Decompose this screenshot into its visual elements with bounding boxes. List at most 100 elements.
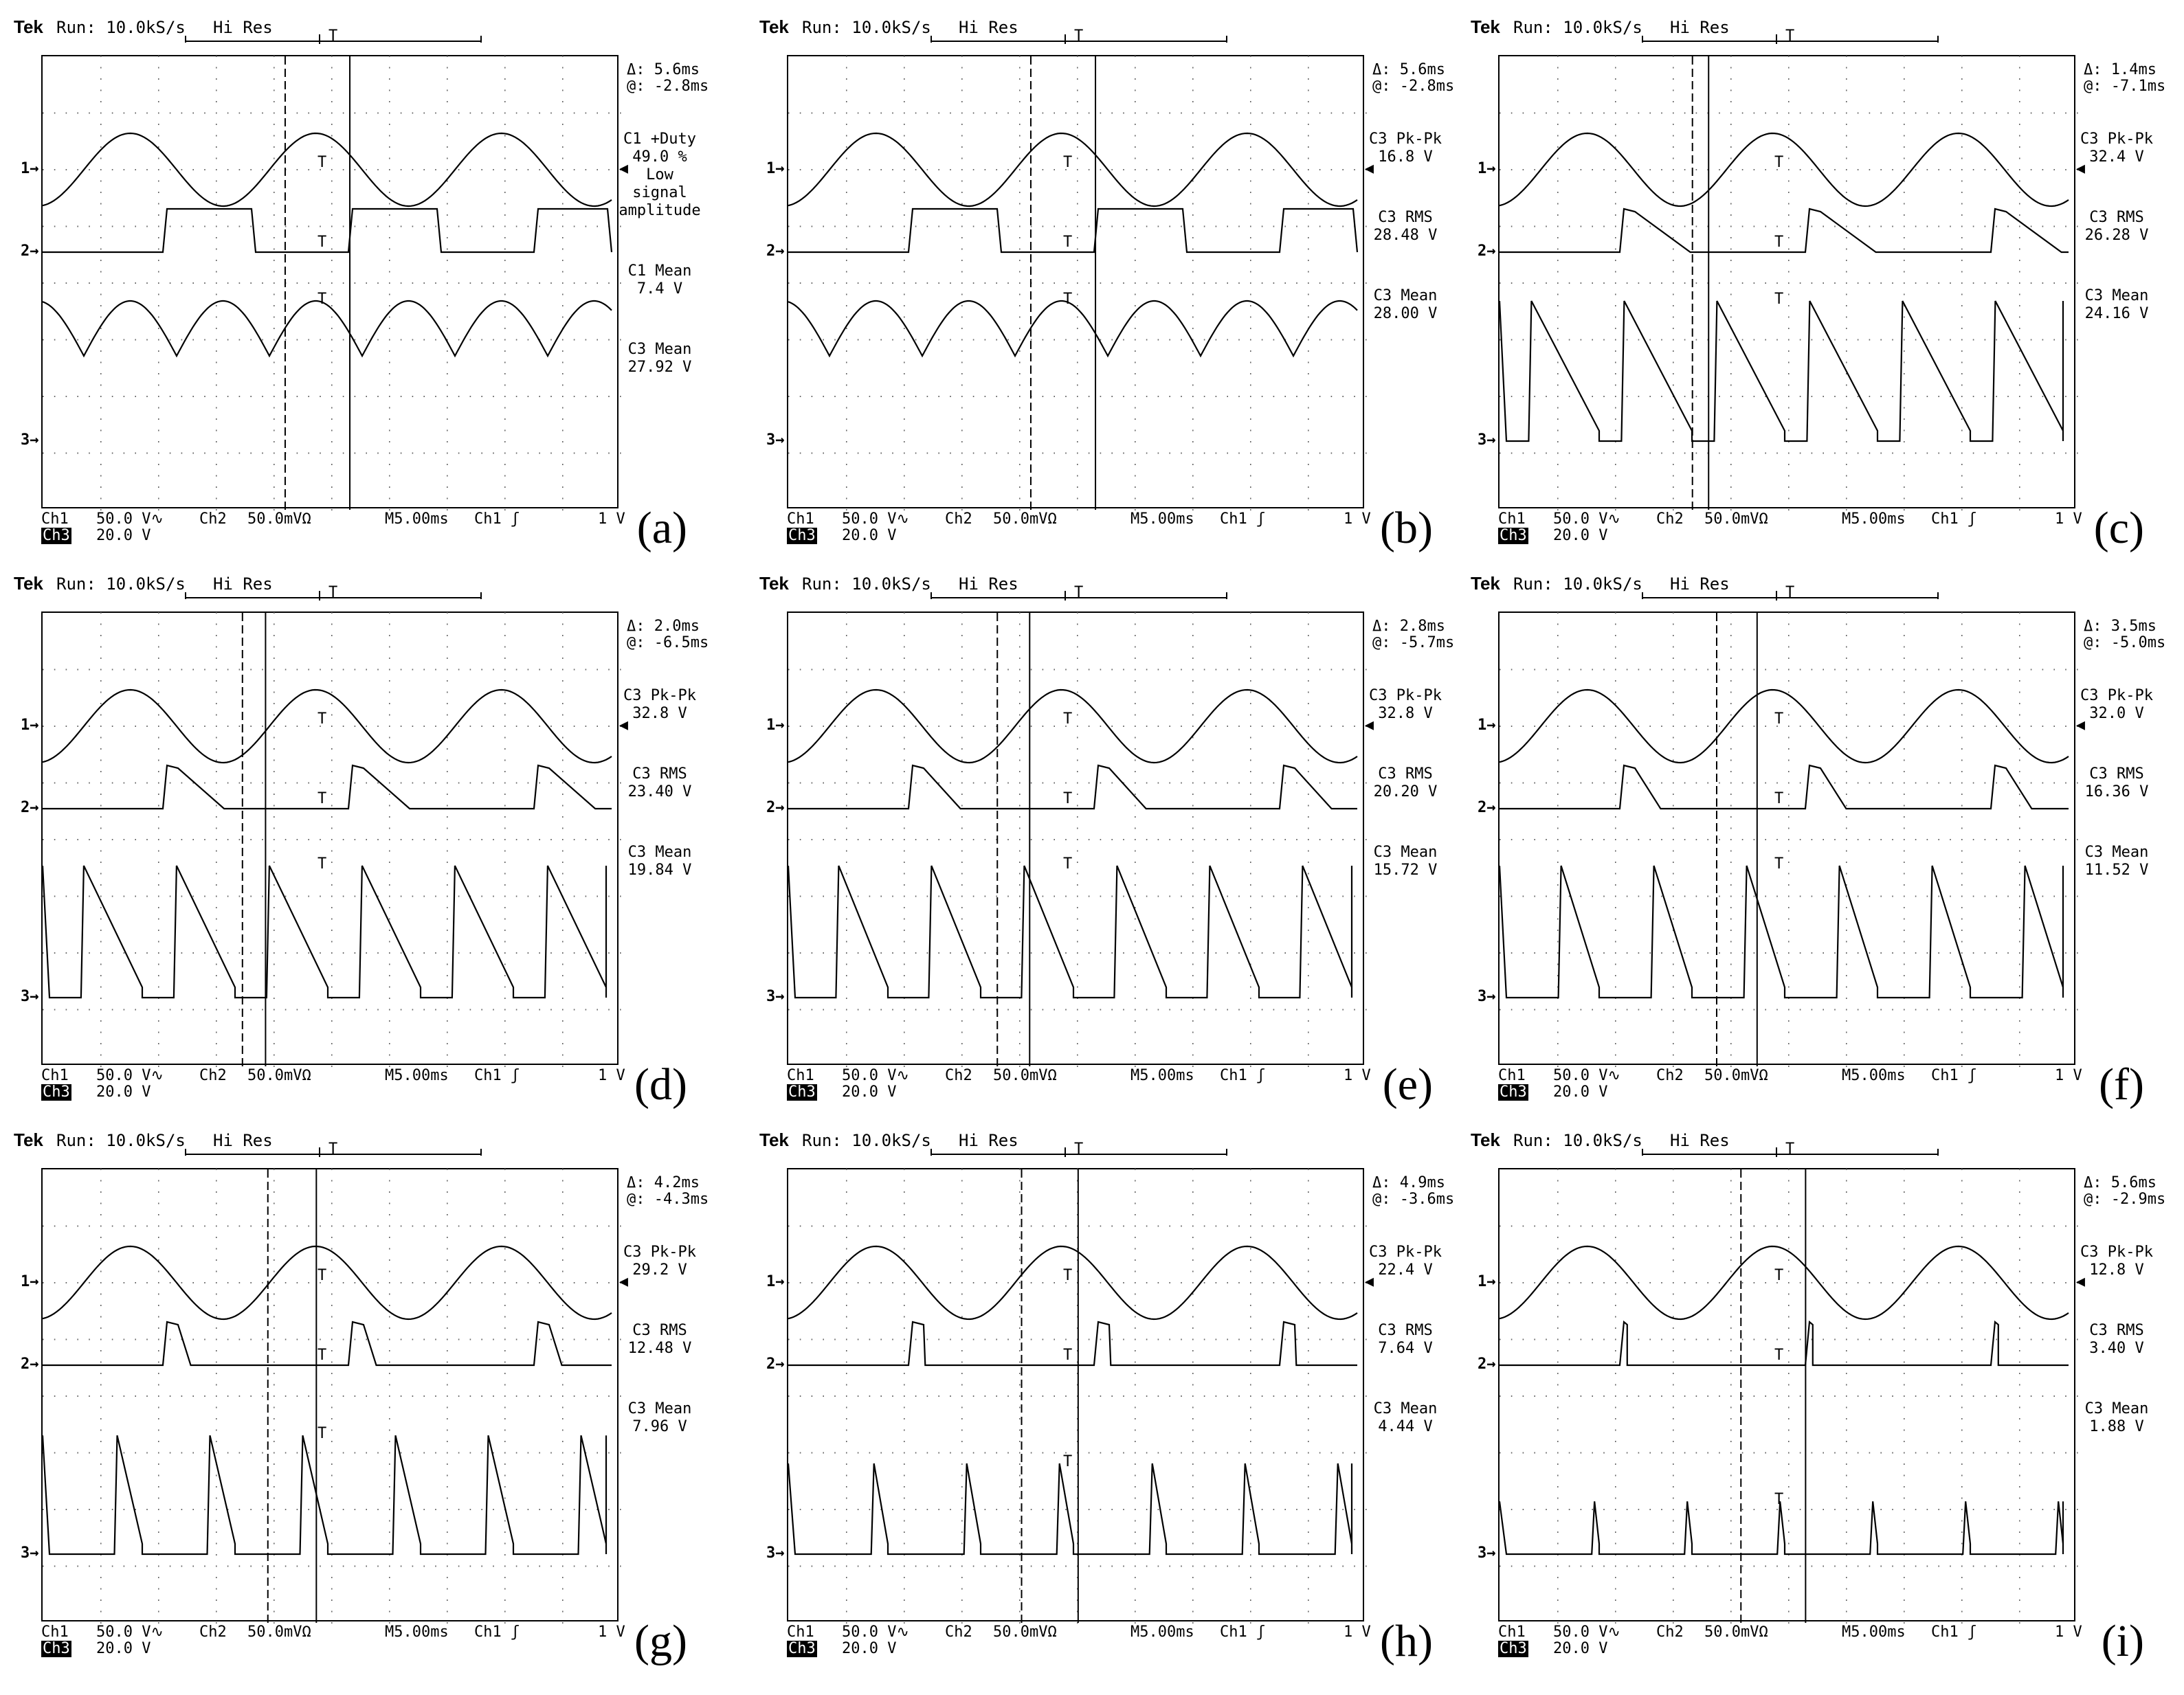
ch2-marker: 2→ <box>1478 799 1496 816</box>
ch2-marker: 2→ <box>766 799 785 816</box>
trigger-position-bar: T <box>1642 1141 1939 1158</box>
sample-rate: Run: 10.0kS/s <box>1513 1131 1642 1150</box>
ch1-label: Ch1 <box>41 1624 69 1641</box>
measurement-value: 7.64 V <box>1378 1340 1433 1357</box>
trigger-marker: T <box>1774 154 1783 171</box>
graticule <box>43 56 621 510</box>
trigger-marker: T <box>317 1267 326 1284</box>
ch3-waveform <box>788 300 1358 358</box>
sample-rate: Run: 10.0kS/s <box>56 574 186 594</box>
subfigure-label: (c) <box>2093 503 2144 553</box>
measurement-value: 28.48 V <box>1373 227 1438 244</box>
ch3-waveform <box>42 300 612 358</box>
ch3-scale: 20.0 V <box>1553 527 1608 544</box>
scope-header: Tek Run: 10.0kS/s Hi Res T <box>14 1130 701 1158</box>
measurement-name: C1 Mean <box>627 262 692 280</box>
trigger-source: Ch1 ʃ <box>1931 510 1977 528</box>
subfigure-label: (a) <box>636 503 687 553</box>
waveform-plot: T T T <box>788 56 1367 510</box>
measurement: C3 RMS 7.64 V <box>1364 1322 1447 1358</box>
measurement-value: 23.40 V <box>627 783 692 800</box>
trigger-position-label: T <box>1074 27 1083 45</box>
measurement-value: 32.8 V <box>632 705 687 722</box>
sample-rate: Run: 10.0kS/s <box>1513 574 1642 594</box>
timebase: M5.00ms <box>385 510 449 528</box>
ch1-label: Ch1 <box>41 510 69 528</box>
measurement-value: 4.44 V <box>1378 1418 1433 1435</box>
acq-mode: Hi Res <box>959 18 1018 37</box>
measurement: C3 Mean 4.44 V <box>1364 1400 1447 1436</box>
ch2-scale: 50.0mVΩ <box>1704 1067 1768 1084</box>
trigger-marker: T <box>317 291 326 308</box>
trigger-position-bar: T <box>185 1141 482 1158</box>
ch2-label: Ch2 <box>945 1624 972 1641</box>
ch2-scale: 50.0mVΩ <box>247 1624 311 1641</box>
cursor-position: @: -2.8ms <box>627 78 709 95</box>
measurement-name: C3 Pk-Pk <box>2080 131 2153 148</box>
trigger-marker: T <box>1063 234 1072 251</box>
trigger-marker: T <box>1063 1267 1072 1284</box>
measurement: C3 Mean 7.96 V <box>619 1400 701 1436</box>
ch1-marker: 1→ <box>21 160 39 177</box>
trigger-source: Ch1 ʃ <box>1220 1624 1266 1641</box>
measurement-panel: C3 Pk-Pk 32.8 V C3 RMS 23.40 V C3 Mean 19.84 … <box>619 687 701 922</box>
ch3-scale: 20.0 V <box>96 527 151 544</box>
trigger-source: Ch1 ʃ <box>474 510 520 528</box>
ch3-marker: 3→ <box>21 431 39 449</box>
cursor-readout: Δ: 5.6ms @: -2.9ms <box>2075 1175 2166 1208</box>
measurement: C3 Mean 15.72 V <box>1364 844 1447 879</box>
ch2-scale: 50.0mVΩ <box>993 1067 1057 1084</box>
waveform-plot: T T T <box>41 612 621 1067</box>
measurement-name: C3 Pk-Pk <box>1369 131 1442 148</box>
ch2-scale: 50.0mVΩ <box>247 1067 311 1084</box>
measurement-name: C3 Mean <box>1373 1400 1438 1417</box>
trigger-marker: T <box>1774 234 1783 251</box>
subfigure-label: (d) <box>634 1059 687 1110</box>
cursor-position: @: -4.3ms <box>627 1191 709 1208</box>
ch3-scale: 20.0 V <box>842 1640 897 1657</box>
measurement-name: C1 +Duty <box>623 131 696 148</box>
ch1-waveform <box>42 688 612 764</box>
acq-mode: Hi Res <box>1670 1131 1730 1150</box>
trigger-level: 1 V <box>2055 1624 2082 1641</box>
ch3-waveform <box>787 1463 1353 1556</box>
measurement-value: 20.20 V <box>1373 783 1438 800</box>
measurement: C3 Pk-Pk 12.8 V <box>2075 1244 2158 1279</box>
measurement: C3 Pk-Pk 29.2 V <box>619 1244 701 1279</box>
ch3-marker: 3→ <box>766 988 785 1005</box>
trigger-marker: T <box>317 855 326 873</box>
trigger-marker: T <box>1063 154 1072 171</box>
trigger-marker: T <box>317 710 326 728</box>
trigger-marker: T <box>1774 1347 1783 1364</box>
measurement-name: C3 RMS <box>2089 209 2144 226</box>
measurement-name: C3 Pk-Pk <box>623 687 696 704</box>
measurement-value: 27.92 V <box>627 359 692 376</box>
trigger-level: 1 V <box>1344 1624 1371 1641</box>
ch1-waveform <box>42 132 612 207</box>
scope-header: Tek Run: 10.0kS/s Hi Res T <box>14 16 701 45</box>
subfigure-label: (e) <box>1382 1059 1433 1110</box>
ch3-scale: 20.0 V <box>1553 1640 1608 1657</box>
measurement-value: 49.0 % <box>632 148 687 166</box>
trigger-position-label: T <box>1785 27 1794 45</box>
subfigure-label: (b) <box>1380 503 1433 553</box>
cursor-readout: Δ: 5.6ms @: -2.8ms <box>1364 62 1455 95</box>
ch1-waveform <box>1499 688 2069 764</box>
trigger-source: Ch1 ʃ <box>1931 1624 1977 1641</box>
measurement-panel: C3 Pk-Pk 12.8 V C3 RMS 3.40 V C3 Mean 1.88 V <box>2075 1244 2158 1479</box>
trigger-level-arrow: ◀ <box>619 717 628 734</box>
measurement-name: C3 Mean <box>1373 287 1438 304</box>
ch2-waveform <box>788 207 1359 254</box>
ch3-waveform <box>1498 865 2064 999</box>
scope-screen: T T T 1→ 2→ 3→ ◀ <box>21 1168 628 1624</box>
measurement-panel: C3 Pk-Pk 22.4 V C3 RMS 7.64 V C3 Mean 4.44 V <box>1364 1244 1447 1479</box>
measurement-panel: C3 Pk-Pk 32.4 V C3 RMS 26.28 V C3 Mean 24.16 … <box>2075 131 2158 366</box>
ch3-label: Ch3 <box>787 527 817 544</box>
ch1-label: Ch1 <box>1498 510 1526 528</box>
brand-label: Tek <box>1471 573 1500 594</box>
trigger-position-label: T <box>328 584 337 601</box>
measurement-panel: C3 Pk-Pk 32.8 V C3 RMS 20.20 V C3 Mean 15.72 … <box>1364 687 1447 922</box>
trigger-level: 1 V <box>2055 510 2082 528</box>
ch3-label: Ch3 <box>41 527 71 544</box>
measurement-value: 12.48 V <box>627 1340 692 1357</box>
